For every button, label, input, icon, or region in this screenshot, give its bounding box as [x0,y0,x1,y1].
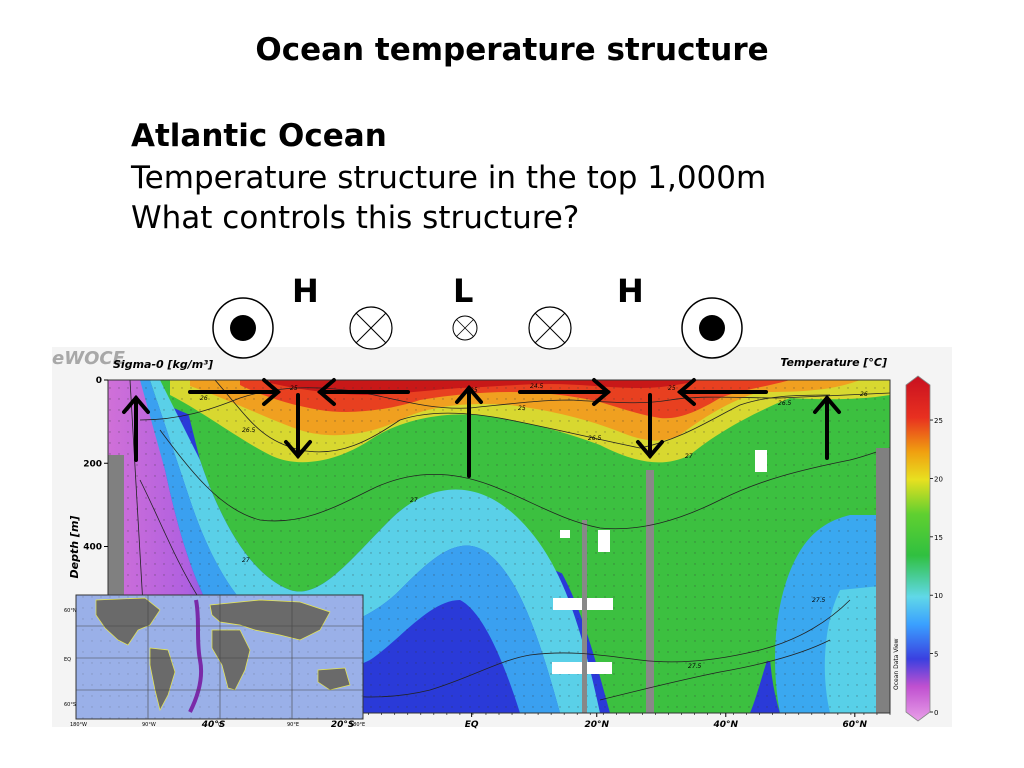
contour-label: 25 [290,385,298,392]
arrowhead [284,440,312,460]
contour-label: 27.5 [812,597,826,604]
contour-label: 24.5 [530,383,544,390]
y-tick-label: 400 [83,543,102,553]
contour-label: 25 [470,387,478,394]
colorbar-title: Temperature [°C] [780,356,887,369]
colorbar [905,375,931,722]
colorbar-tick-label: 20 [934,475,943,483]
arrowhead [592,378,612,406]
circulation-arrows [122,378,841,478]
contour-label: 26.5 [778,400,792,407]
bathymetry-mask-north [876,448,890,713]
map-lat-label: EQ [64,657,71,663]
map-lat-label: 60°S [64,702,76,708]
pressure-label-high-north: H [617,272,644,310]
map-lon-label: 180°E [350,722,365,728]
map-lon-label: 90°E [287,722,299,728]
map-lon-label: 180°W [70,722,87,728]
contour-label: 25 [518,405,526,412]
x-tick-label: 40°N [712,720,738,730]
y-axis-label: Depth [m] [68,516,81,579]
x-tick-label: 60°N [843,720,868,730]
slide-line-2: What controls this structure? [131,200,580,236]
contour-legend-label: Sigma-0 [kg/m³] [113,358,213,371]
ewoce-logo: eWOCE [52,348,126,369]
contour-label: 27 [242,557,250,564]
colorbar-tick-label: 10 [934,592,943,600]
contour-label: 27 [685,453,693,460]
arrowhead [262,378,282,406]
into-page-symbol-equator [452,315,478,341]
contour-labels: 26 25 24.5 26.5 25 26.5 27 27 27 27.5 27… [200,383,868,670]
ocean-data-view-credit: Ocean Data View [893,638,900,690]
contour-label: 27.5 [688,663,702,670]
x-tick-label: 20°N [584,720,609,730]
contour-label: 27 [410,497,418,504]
contour-label: 26.5 [588,435,602,442]
x-tick-label: 40°S [201,720,226,730]
temperature-section-heatmap [108,380,890,713]
colorbar-tick-label: 15 [934,534,943,542]
contour-label: 26 [860,391,868,398]
y-tick-label: 200 [83,459,102,469]
slide-line-1: Temperature structure in the top 1,000m [131,160,767,196]
x-tick-label: EQ [465,720,479,730]
wind-symbols [212,297,743,359]
slide-title: Ocean temperature structure [255,32,769,68]
into-page-symbol-north [528,306,572,350]
into-page-symbol-south [349,306,393,350]
contour-label: 26 [200,395,208,402]
arrowhead [676,378,696,406]
colorbar-tick-label: 25 [934,417,943,425]
arrowhead [813,394,841,414]
slide-heading: Atlantic Ocean [131,118,387,154]
x-tick-label: 20°S [331,720,355,730]
map-lon-label: 90°W [142,722,156,728]
pressure-label-low: L [453,272,474,310]
arrowhead [636,440,664,460]
y-tick-label: 0 [96,376,102,386]
map-lat-label: 60°N [64,608,77,614]
colorbar-tick-label: 0 [934,709,938,717]
inset-world-map: 60°N EQ 60°S 180°W 90°W 0° 90°E 180°E [64,594,365,728]
contour-label: 26.5 [242,427,256,434]
out-of-page-symbol-north [681,297,743,359]
pressure-label-high-south: H [292,272,319,310]
map-lon-label: 0° [218,722,224,728]
arrowhead [455,384,483,404]
contour-label: 25 [668,385,676,392]
out-of-page-symbol-south [212,297,274,359]
arrowhead [316,378,336,406]
arrowhead [122,394,150,414]
colorbar-ticks: 0 5 10 15 20 25 [930,417,943,717]
colorbar-tick-label: 5 [934,651,938,659]
